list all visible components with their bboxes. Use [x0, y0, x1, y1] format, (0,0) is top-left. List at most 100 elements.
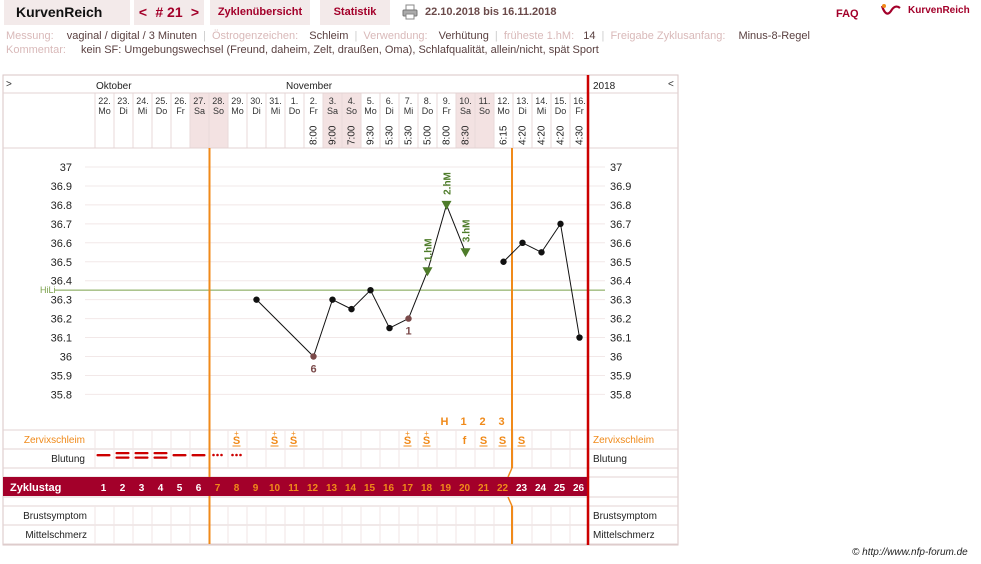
temp-curve-segment — [389, 318, 409, 329]
day-date: 4. — [348, 96, 356, 106]
temp-curve-segment — [408, 271, 428, 319]
cycle-day-number: 22 — [497, 483, 509, 494]
temp-tick-left: 36.2 — [51, 314, 72, 326]
temp-tick-left: 36.6 — [51, 238, 72, 250]
day-date: 23. — [117, 96, 130, 106]
row-label-mittelschmerz: Mittelschmerz — [25, 530, 87, 541]
printer-icon[interactable] — [402, 4, 418, 20]
bleeding-heavy — [115, 452, 130, 455]
weekend-shade — [209, 93, 228, 148]
temp-point[interactable] — [386, 324, 393, 332]
measure-time: 8:30 — [461, 125, 472, 145]
cycle-day-number: 21 — [478, 483, 490, 494]
day-date: 8. — [424, 96, 432, 106]
temp-point[interactable] — [538, 249, 545, 256]
cycle-day-number: 9 — [253, 483, 259, 494]
expand-left-button[interactable]: > — [6, 79, 12, 90]
cycle-number: # 21 — [152, 0, 186, 25]
collapse-right-button[interactable]: < — [668, 79, 674, 90]
temp-point[interactable] — [405, 315, 412, 322]
cycle-day-number: 5 — [177, 483, 183, 494]
mucus-symbol: S — [423, 435, 430, 447]
cycle-day-number: 25 — [554, 483, 566, 494]
previous-cycle-button[interactable]: < — [134, 0, 152, 25]
measure-time: 8:00 — [309, 125, 320, 145]
tab-zyklenuebersicht[interactable]: Zyklenübersicht — [210, 0, 310, 25]
weekend-shade — [475, 93, 494, 148]
cycle-day-number: 24 — [535, 483, 547, 494]
cycle-day-number: 12 — [307, 483, 319, 494]
temp-point[interactable] — [500, 258, 507, 265]
verwendung-label: Verwendung: — [363, 30, 428, 42]
bleeding-spot — [212, 453, 215, 457]
temp-tick-right: 35.8 — [610, 389, 631, 401]
app-brand[interactable]: KurvenReich — [4, 0, 130, 25]
weekend-shade — [323, 93, 342, 148]
day-date: 13. — [516, 96, 529, 106]
measure-time: 6:15 — [499, 125, 510, 145]
bleeding-spot — [220, 453, 223, 457]
cycle-day-number: 1 — [101, 483, 107, 494]
tab-statistik[interactable]: Statistik — [320, 0, 390, 25]
freigabe-label: Freigabe Zyklusanfang: — [610, 30, 726, 42]
frueheste-hm-value: 14 — [583, 30, 596, 42]
cycle-day-number: 10 — [269, 483, 281, 494]
bleeding-heavy — [134, 456, 149, 459]
weekend-shade — [456, 93, 475, 148]
peak-day-label: 1 — [460, 416, 466, 428]
day-weekday: Mo — [98, 106, 111, 116]
temp-point[interactable] — [329, 296, 336, 303]
day-weekday: Di — [518, 106, 527, 116]
day-weekday: Do — [156, 106, 168, 116]
day-weekday: So — [213, 106, 224, 116]
day-weekday: Di — [385, 106, 394, 116]
day-date: 6. — [386, 96, 394, 106]
measure-time: 9:00 — [328, 125, 339, 145]
row-label-brustsymptom: Brustsymptom — [23, 511, 87, 522]
measure-time: 4:30 — [575, 125, 586, 145]
cycle-day-number: 4 — [158, 483, 164, 494]
bleeding-spot — [216, 453, 219, 457]
day-weekday: Sa — [194, 106, 205, 116]
temp-tick-left: 36.1 — [51, 333, 72, 345]
next-cycle-button[interactable]: > — [186, 0, 204, 25]
temp-curve-segment — [522, 242, 542, 253]
cycle-day-number: 20 — [459, 483, 471, 494]
cycle-day-number: 13 — [326, 483, 338, 494]
measure-time: 4:20 — [518, 125, 529, 145]
bleeding-heavy — [153, 452, 168, 455]
day-date: 11. — [479, 96, 491, 106]
messung-value: vaginal / digital / 3 Minuten — [66, 30, 198, 42]
day-weekday: Fr — [575, 106, 584, 116]
kurvenreich-logo-icon[interactable] — [880, 2, 902, 20]
temp-point[interactable] — [576, 334, 583, 341]
day-weekday: Do — [555, 106, 567, 116]
mucus-plus: + — [424, 429, 429, 438]
temp-point[interactable] — [253, 296, 260, 303]
temp-point[interactable] — [310, 353, 317, 360]
peak-day-label: H — [441, 416, 449, 428]
temp-point[interactable] — [519, 239, 526, 246]
temp-curve-segment — [503, 242, 523, 263]
temp-curve-segment — [351, 289, 371, 310]
temp-point[interactable] — [367, 286, 374, 294]
temp-point[interactable] — [557, 220, 564, 228]
day-date: 25. — [155, 96, 168, 106]
day-weekday: Di — [252, 106, 261, 116]
temp-tick-right: 36.5 — [610, 257, 631, 269]
row-label-blutung-right: Blutung — [593, 454, 627, 465]
temp-curve-segment — [541, 223, 561, 253]
hili-label: HiLi — [40, 285, 56, 295]
year-label: 2018 — [593, 81, 616, 92]
temp-tick-left: 36.8 — [51, 200, 72, 212]
logo-text[interactable]: KurvenReich — [908, 5, 970, 16]
temp-tick-right: 36 — [610, 352, 622, 364]
measure-time: 8:00 — [442, 125, 453, 145]
temp-tick-left: 36.5 — [51, 257, 72, 269]
day-date: 9. — [443, 96, 451, 106]
temp-point[interactable] — [348, 305, 355, 313]
high-measure-label: 3.hM — [462, 219, 473, 242]
bleeding-spot — [239, 453, 242, 457]
faq-link[interactable]: FAQ — [836, 8, 859, 20]
